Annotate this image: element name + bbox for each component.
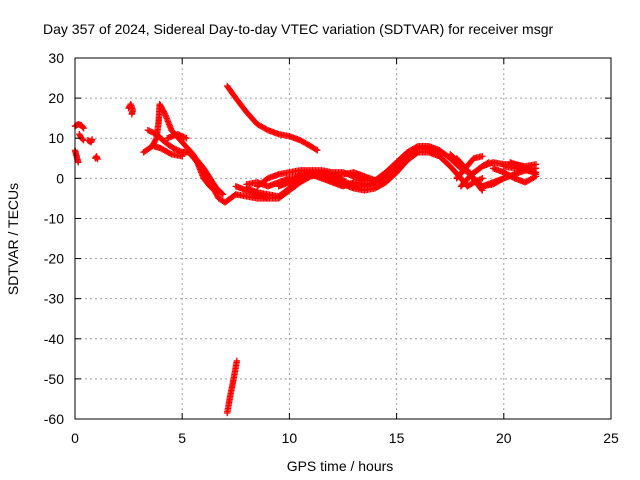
track-arc-c [151, 143, 186, 160]
data-point [485, 159, 492, 166]
data-point [177, 132, 184, 139]
y-tick-label: -10 [44, 210, 64, 226]
data-point [173, 146, 180, 153]
data-series [71, 82, 540, 417]
data-point [88, 136, 96, 143]
track-diag-3 [453, 153, 486, 182]
data-point [183, 135, 190, 142]
y-tick-label: 30 [48, 50, 64, 66]
data-point [148, 129, 156, 136]
track-steep-line [224, 357, 241, 417]
x-tick-label: 5 [178, 430, 186, 446]
track-early-6 [125, 100, 137, 118]
data-point [233, 357, 241, 365]
x-tick-label: 20 [496, 430, 512, 446]
data-point [212, 188, 219, 195]
x-tick-label: 0 [71, 430, 79, 446]
track-diag-4 [457, 159, 492, 190]
track-mid-5 [275, 169, 379, 190]
data-point [80, 124, 87, 132]
data-point [128, 110, 136, 118]
data-point [532, 171, 540, 178]
y-tick-label: 20 [48, 90, 64, 106]
data-point [171, 145, 179, 153]
data-point [75, 159, 82, 166]
data-point [218, 190, 226, 197]
data-point [522, 165, 529, 172]
data-point [181, 134, 189, 141]
axis-ticks: 0 5 10 15 20 25 -60 -50 -40 -30 -20 -10 0 10 20 30 [44, 50, 619, 446]
track-upper-arc [224, 82, 321, 154]
data-point [523, 165, 530, 173]
data-point [314, 147, 321, 154]
data-point [349, 182, 356, 189]
data-point [170, 145, 177, 152]
data-point [146, 127, 153, 135]
y-tick-label: -30 [44, 291, 64, 307]
data-point [213, 189, 220, 196]
track-early-4 [84, 136, 96, 146]
data-point [179, 153, 186, 160]
grid-lines [75, 58, 611, 419]
y-tick-label: 0 [56, 170, 64, 186]
x-tick-label: 10 [282, 430, 298, 446]
data-point [484, 159, 491, 167]
data-point [413, 145, 420, 153]
data-point [517, 163, 525, 170]
track-early-5 [92, 153, 101, 163]
data-point [144, 127, 152, 134]
y-tick-label: -40 [44, 331, 64, 347]
data-point [219, 191, 227, 198]
data-point [477, 175, 485, 183]
y-tick-label: -60 [44, 411, 64, 427]
data-point [166, 150, 174, 157]
data-point [94, 155, 101, 163]
data-point [79, 124, 87, 131]
data-point [520, 164, 528, 171]
data-point [150, 129, 157, 137]
data-point [180, 133, 187, 141]
data-point [371, 181, 379, 188]
data-point [147, 128, 154, 135]
data-point [519, 163, 526, 171]
data-point [176, 131, 183, 139]
y-tick-label: -50 [44, 371, 64, 387]
track-arc-d [163, 131, 190, 142]
y-tick-label: -20 [44, 251, 64, 267]
y-axis-label: SDTVAR / TECUs [5, 183, 21, 295]
data-point [531, 170, 538, 177]
data-point [174, 131, 182, 138]
data-point [382, 173, 390, 180]
data-point [79, 136, 86, 143]
plot-frame [74, 57, 612, 420]
data-point [436, 149, 443, 156]
y-tick-label: 10 [48, 130, 64, 146]
data-point [152, 136, 159, 143]
x-axis-label: GPS time / hours [287, 458, 394, 474]
data-point [179, 133, 186, 140]
x-tick-label: 25 [603, 430, 619, 446]
data-point [479, 175, 486, 182]
track-arc-e [187, 151, 220, 196]
track-early-2 [71, 147, 82, 166]
chart-title: Day 357 of 2024, Sidereal Day-to-day VTE… [43, 21, 553, 37]
track-early-1 [71, 120, 87, 132]
data-point [479, 153, 486, 160]
track-early-3 [76, 131, 87, 144]
track-late-4 [507, 159, 540, 178]
data-point [312, 146, 320, 153]
x-tick-label: 15 [389, 430, 405, 446]
